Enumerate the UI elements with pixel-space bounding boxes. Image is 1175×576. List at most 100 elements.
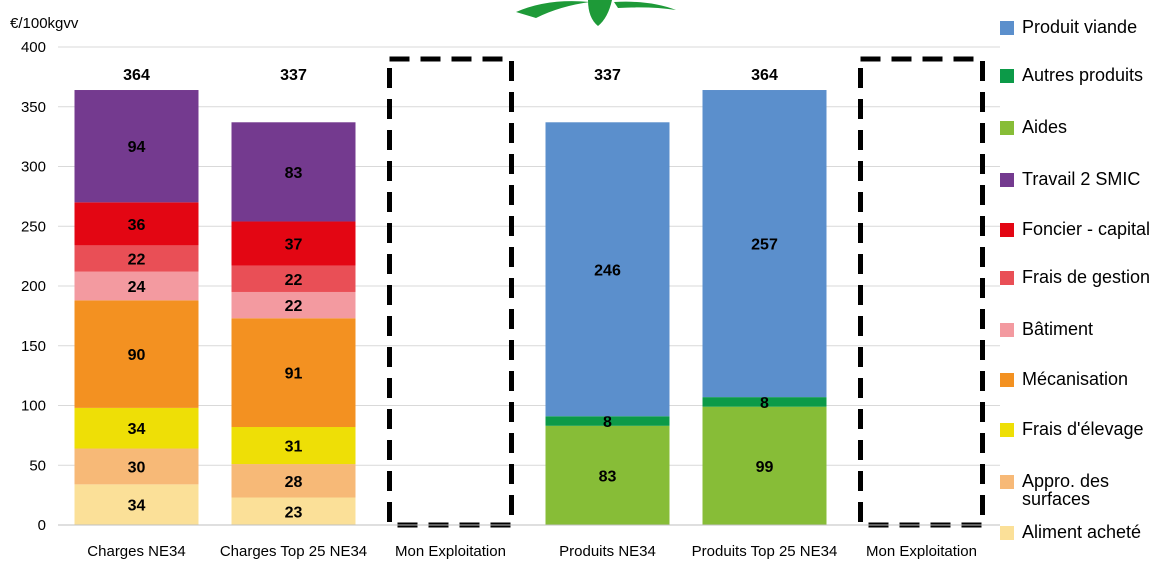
bar-segment [702,406,827,525]
total-label: 337 [594,67,621,84]
data-label: 99 [756,459,774,476]
logo-leaf [588,0,612,26]
bar-segment [702,90,827,398]
data-label: 23 [285,504,303,521]
bar-segment [74,202,199,246]
legend-item: Travail 2 SMIC [1000,170,1140,188]
y-tick-label: 350 [21,99,46,116]
data-label: 22 [285,298,303,315]
legend-item: Appro. des surfaces [1000,472,1132,508]
data-label: 34 [128,421,146,438]
data-label: 83 [285,165,303,182]
data-label: 91 [285,366,303,383]
y-tick-label: 200 [21,278,46,295]
legend-item: Produit viande [1000,18,1137,36]
legend-label: Aliment acheté [1022,522,1142,542]
x-axis: Charges NE34 Charges Top 25 NE34 Mon Explo… [58,524,1000,560]
y-tick-label: 50 [29,457,46,474]
bar-segment [231,318,356,428]
bar-segment [74,245,199,272]
legend-item: Autres produits [1000,66,1143,84]
legend-item: Aliment acheté [1000,523,1141,541]
logo [516,0,676,26]
legend-label: Mécanisation [1022,369,1129,389]
legend-label: Frais d'élevage [1022,419,1144,439]
bar-segment [74,271,199,301]
legend-swatch [1000,373,1014,387]
bar-segment [545,416,670,426]
dashed-placeholder [858,56,985,528]
x-tick-label: Mon Exploitation [866,543,977,560]
legend-swatch [1000,21,1014,35]
legend-label: Appro. des surfaces [1022,471,1110,509]
stacked-bar-chart: €/100kgvv 0 50 100 150 200 250 300 350 400 34 30 34… [10,0,1000,560]
x-tick-label: Charges NE34 [87,543,185,560]
bar-segment [545,122,670,417]
legend-swatch [1000,173,1014,187]
data-label: 24 [128,279,146,296]
legend-label: Foncier - capital [1022,219,1151,239]
bar-segment [74,407,199,449]
logo-swoosh-left [516,1,590,18]
bars: 3430349024223694364232831912222378333783… [74,67,827,525]
y-tick-label: 250 [21,218,46,235]
data-label: 257 [751,237,778,254]
legend-label: Travail 2 SMIC [1022,169,1141,189]
legend-swatch [1000,223,1014,237]
data-label: 22 [128,252,146,269]
legend-item: Frais de gestion [1000,268,1150,286]
data-label: 8 [603,414,612,431]
data-label: 30 [128,459,146,476]
legend-swatch [1000,69,1014,83]
y-axis-label: €/100kgvv [10,15,79,32]
bar-segment [74,484,199,525]
legend-item: Mécanisation [1000,370,1128,388]
data-label: 8 [760,395,769,412]
y-tick-label: 300 [21,159,46,176]
data-label: 36 [128,217,146,234]
data-label: 22 [285,272,303,289]
bar-segment [231,221,356,266]
legend-swatch [1000,271,1014,285]
legend-label: Produit viande [1022,17,1138,37]
bar-segment [231,464,356,498]
data-label: 34 [128,498,146,515]
bar-segment [231,122,356,222]
total-label: 364 [123,67,150,84]
y-axis: €/100kgvv 0 50 100 150 200 250 300 350 400 [10,15,79,534]
dashed-placeholder [387,56,514,528]
x-tick-label: Produits NE34 [559,543,656,560]
data-label: 28 [285,474,303,491]
bar-segment [231,497,356,525]
bar-segment [545,425,670,525]
legend-label: Aides [1022,117,1068,137]
x-tick-label: Mon Exploitation [395,543,506,560]
gridlines [58,46,1000,466]
dashed-placeholders [387,56,985,528]
total-label: 364 [751,67,778,84]
logo-swoosh-right [614,1,676,10]
x-tick-label: Charges Top 25 NE34 [220,543,367,560]
y-tick-label: 100 [21,398,46,415]
legend-item: Bâtiment [1000,320,1093,338]
legend-label: Autres produits [1022,65,1144,85]
data-label: 90 [128,347,146,364]
bar-segment [231,427,356,465]
y-tick-label: 150 [21,338,46,355]
data-label: 83 [599,468,617,485]
bar-segment [74,300,199,408]
bar-segment [74,90,199,203]
total-label: 337 [280,67,307,84]
y-tick-label: 0 [38,517,46,534]
bar-segment [231,265,356,292]
legend-swatch [1000,323,1014,337]
legend-item: Foncier - capital [1000,220,1150,238]
data-label: 246 [594,262,621,279]
data-label: 31 [285,439,303,456]
bar-segment [231,291,356,319]
bar-segment [702,397,827,407]
data-label: 37 [285,237,303,254]
legend-swatch [1000,526,1014,540]
legend-label: Bâtiment [1022,319,1094,339]
data-label: 94 [128,139,146,156]
